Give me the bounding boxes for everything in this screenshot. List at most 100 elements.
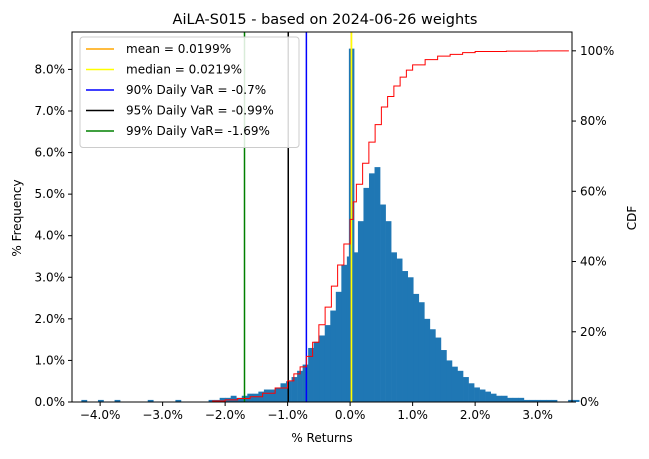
histogram-bar bbox=[534, 399, 541, 402]
histogram-bar bbox=[380, 204, 386, 402]
legend-entry: 90% Daily VaR = -0.7% bbox=[126, 83, 266, 97]
x-tick-label: −2.0% bbox=[205, 408, 246, 422]
histogram-bar bbox=[413, 293, 420, 402]
x-tick-label: 0.0% bbox=[335, 408, 366, 422]
histogram-bar bbox=[440, 350, 447, 402]
histogram-bar bbox=[501, 395, 508, 402]
y-tick-label: 7.0% bbox=[35, 104, 66, 118]
histogram-bar bbox=[324, 325, 331, 402]
x-tick-label: 1.0% bbox=[397, 408, 428, 422]
y-tick-label: 5.0% bbox=[35, 187, 66, 201]
histogram-bar bbox=[402, 271, 409, 402]
histogram-bar bbox=[114, 399, 121, 402]
histogram-bar bbox=[335, 291, 342, 402]
histogram-bar bbox=[363, 187, 370, 402]
histogram-bar bbox=[407, 277, 414, 402]
histogram-bar bbox=[451, 366, 458, 402]
legend-box bbox=[79, 36, 300, 148]
cdf-layer bbox=[81, 50, 569, 403]
legend-entry: 99% Daily VaR= -1.69% bbox=[126, 124, 270, 138]
histogram-bar bbox=[463, 377, 469, 402]
x-tick-label: 2.0% bbox=[460, 408, 491, 422]
x-axis-label: % Returns bbox=[291, 431, 352, 445]
y-axis-label: % Frequency bbox=[10, 179, 24, 256]
histogram-bar bbox=[396, 258, 403, 402]
y2-tick-label: 80% bbox=[580, 114, 607, 128]
histogram-bar bbox=[424, 318, 431, 402]
histogram-bar bbox=[369, 173, 375, 402]
histogram-bar bbox=[297, 370, 303, 402]
histogram-bar bbox=[496, 395, 503, 402]
histogram-bar bbox=[568, 399, 574, 402]
y-tick-label: 6.0% bbox=[35, 146, 66, 160]
histogram-bar bbox=[446, 360, 453, 402]
histogram-bar bbox=[319, 335, 326, 402]
histogram-bar bbox=[219, 397, 226, 402]
y-tick-label: 3.0% bbox=[35, 270, 66, 284]
histogram-bar bbox=[208, 399, 215, 402]
histogram-bar bbox=[474, 387, 480, 402]
histogram-bar bbox=[252, 393, 259, 402]
histogram-bar bbox=[507, 397, 514, 402]
histogram-bar bbox=[518, 397, 525, 402]
plot-frame bbox=[71, 31, 573, 403]
histogram-bar bbox=[540, 399, 547, 402]
histogram-bar bbox=[529, 399, 536, 402]
histogram-bar bbox=[546, 399, 552, 402]
bars-layer bbox=[81, 48, 580, 403]
legend-entry: median = 0.0219% bbox=[126, 63, 242, 77]
histogram-bar bbox=[573, 399, 580, 402]
y2-tick-label: 60% bbox=[580, 184, 607, 198]
x-tick-label: −3.0% bbox=[142, 408, 183, 422]
histogram-bar bbox=[435, 337, 442, 402]
histogram-bar bbox=[352, 252, 359, 402]
legend: mean = 0.0199% median = 0.0219% 90% Daily … bbox=[79, 36, 300, 148]
y2-tick-label: 100% bbox=[580, 44, 614, 58]
x-tick-label: −1.0% bbox=[267, 408, 308, 422]
histogram-bar bbox=[490, 393, 497, 402]
y-axis: 0.0% 1.0% 2.0% 3.0% 4.0% 5.0% 6.0% 7.0% 8.0% bbox=[35, 62, 72, 409]
histogram-bar bbox=[97, 399, 104, 402]
histogram-bar bbox=[523, 399, 530, 402]
x-tick-label: 3.0% bbox=[522, 408, 553, 422]
y-tick-label: 0.0% bbox=[35, 395, 66, 409]
histogram-bar bbox=[391, 252, 397, 402]
histogram-bar bbox=[385, 221, 392, 402]
histogram-bar bbox=[308, 347, 314, 402]
y-tick-label: 8.0% bbox=[35, 62, 66, 76]
histogram-bar bbox=[357, 221, 364, 402]
histogram-bar bbox=[479, 389, 486, 402]
histogram-bar bbox=[330, 310, 337, 402]
y2-axis: 0% 20% 40% 60% 80% 100% bbox=[572, 44, 614, 409]
histogram-bar bbox=[147, 399, 154, 402]
histogram-bar bbox=[485, 391, 491, 402]
histogram-bar bbox=[280, 383, 287, 402]
chart-title: AiLA-S015 - based on 2024-06-26 weights bbox=[173, 12, 478, 28]
histogram-bar bbox=[175, 399, 182, 402]
x-tick-label: −4.0% bbox=[80, 408, 121, 422]
histogram-bar bbox=[302, 364, 309, 402]
histogram-bar bbox=[236, 397, 243, 402]
histogram-bar bbox=[468, 383, 475, 402]
histogram-bar bbox=[291, 377, 298, 402]
x-axis: −4.0% −3.0% −2.0% −1.0% 0.0% 1.0% 2.0% 3.0% bbox=[80, 402, 553, 422]
legend-entry: mean = 0.0199% bbox=[126, 42, 231, 56]
histogram-bar bbox=[313, 341, 320, 402]
y-tick-label: 4.0% bbox=[35, 229, 66, 243]
y2-tick-label: 20% bbox=[580, 325, 607, 339]
y2-tick-label: 40% bbox=[580, 255, 607, 269]
histogram-bar bbox=[374, 167, 381, 402]
cdf-line bbox=[81, 50, 569, 403]
y-tick-label: 2.0% bbox=[35, 312, 66, 326]
histogram-bar bbox=[274, 387, 281, 402]
histogram-bar bbox=[341, 264, 348, 402]
histogram-bar bbox=[429, 329, 436, 402]
y-tick-label: 1.0% bbox=[35, 353, 66, 367]
legend-entry: 95% Daily VaR = -0.99% bbox=[126, 104, 274, 118]
histogram-bar bbox=[81, 399, 88, 402]
y2-tick-label: 0% bbox=[580, 395, 599, 409]
histogram-bar bbox=[418, 302, 425, 402]
histogram-bar bbox=[512, 397, 519, 402]
